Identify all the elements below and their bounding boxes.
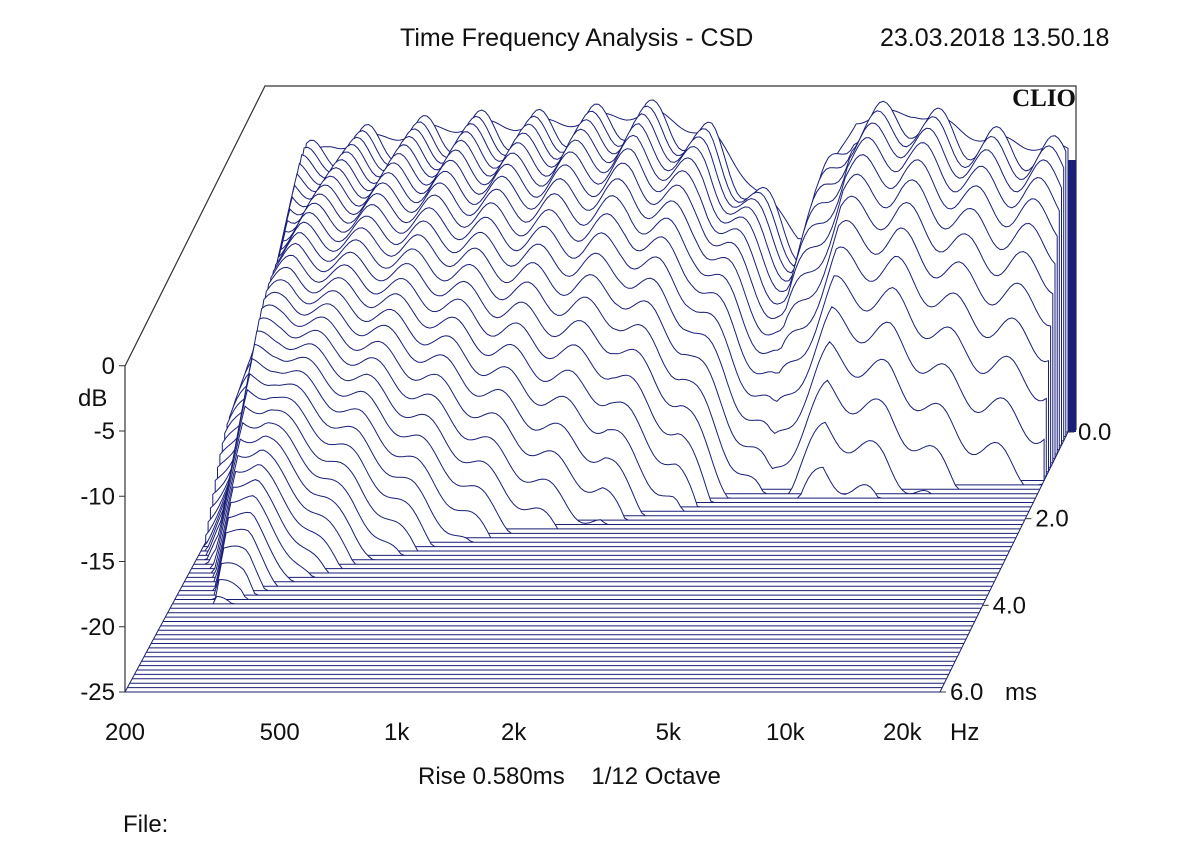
- y-axis: 0 -5 -10 -15 -20 -25: [80, 353, 125, 706]
- y-tick-label: -5: [94, 418, 115, 445]
- y-tick-label: 0: [102, 353, 115, 380]
- z-tick-label: 0.0: [1078, 419, 1111, 446]
- y-tick-label: -25: [80, 679, 115, 706]
- y-axis-label: dB: [78, 385, 107, 412]
- x-tick-label: 1k: [384, 719, 410, 746]
- y-tick-label: -20: [80, 614, 115, 641]
- csd-slice: [172, 595, 984, 605]
- x-axis-unit: Hz: [950, 719, 979, 746]
- z-tick-label: 2.0: [1035, 506, 1068, 533]
- file-label: File:: [123, 811, 168, 838]
- x-axis: 200 500 1k 2k 5k 10k 20k: [105, 719, 923, 746]
- x-tick-label: 5k: [656, 719, 682, 746]
- z-tick-label: 4.0: [993, 592, 1026, 619]
- x-tick-label: 20k: [883, 719, 923, 746]
- y-tick-label: -10: [80, 483, 115, 510]
- x-tick-label: 10k: [766, 719, 806, 746]
- waterfall-traces: [125, 99, 1069, 693]
- z-axis-unit: ms: [1005, 679, 1037, 706]
- x-tick-label: 200: [105, 719, 145, 746]
- chart-title: Time Frequency Analysis - CSD: [400, 24, 753, 52]
- timestamp: 23.03.2018 13.50.18: [880, 24, 1109, 52]
- csd-slice: [177, 562, 988, 596]
- z-tick-label: 6.0: [950, 679, 983, 706]
- z-axis: 0.0 2.0 4.0 6.0: [940, 419, 1111, 706]
- y-tick-label: -15: [80, 549, 115, 576]
- csd-slice: [202, 388, 1012, 548]
- zero-time-bar: [1068, 160, 1076, 432]
- clio-logo: CLIO: [1012, 85, 1076, 112]
- csd-slice: [179, 545, 990, 592]
- analysis-settings: Rise 0.580ms 1/12 Octave: [418, 763, 721, 790]
- x-tick-label: 2k: [501, 719, 527, 746]
- csd-slice: [205, 372, 1014, 543]
- csd-slice: [181, 528, 993, 587]
- csd-slice: [174, 579, 986, 600]
- x-tick-label: 500: [260, 719, 300, 746]
